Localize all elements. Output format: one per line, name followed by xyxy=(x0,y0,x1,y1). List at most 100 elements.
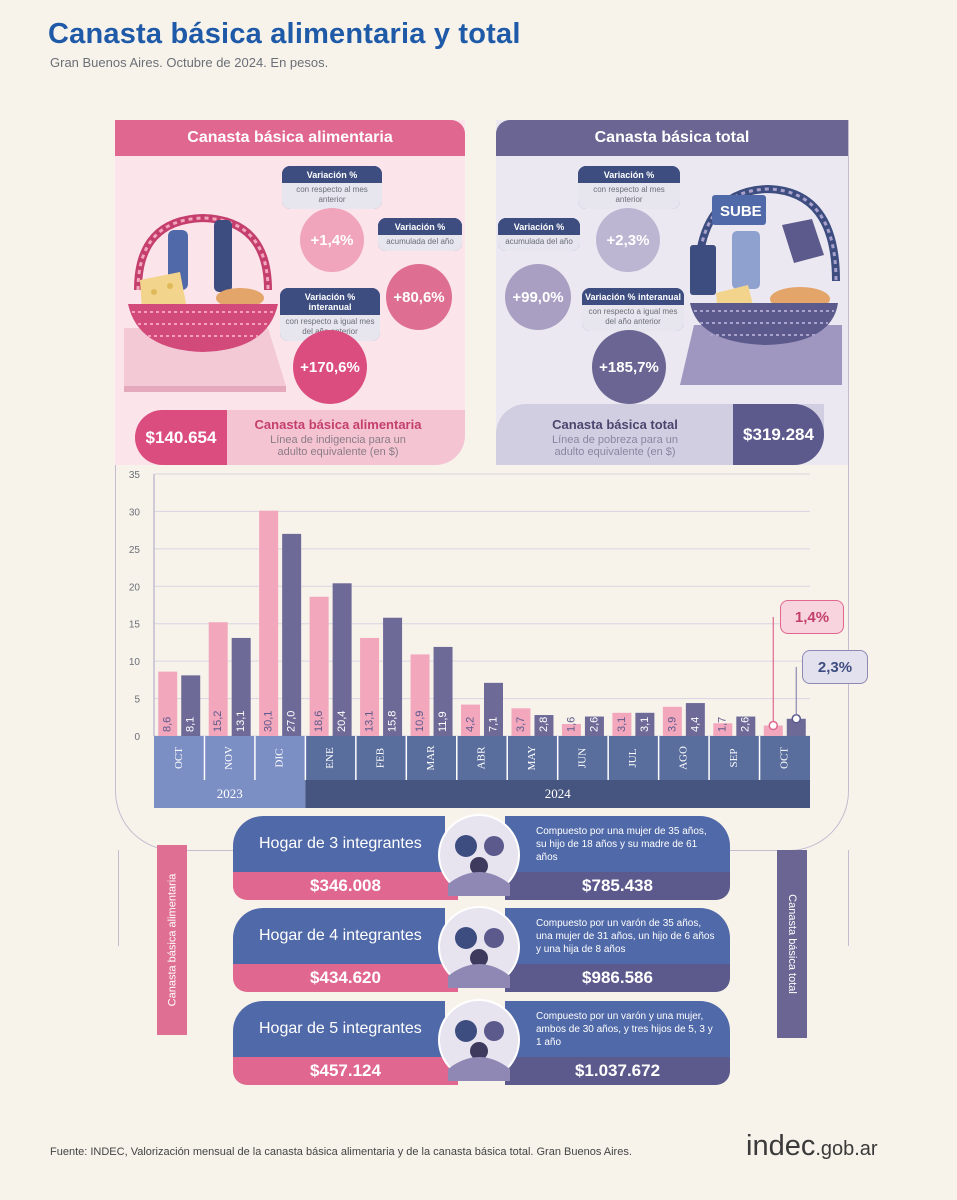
cbt-yoy-bubble: +185,7% xyxy=(592,330,666,404)
y-tick-label: 0 xyxy=(134,732,140,743)
y-tick-label: 35 xyxy=(129,470,141,481)
bar-cba xyxy=(511,708,531,736)
bar-cba xyxy=(158,671,178,736)
household-description: Compuesto por un varón y una mujer, ambo… xyxy=(536,1011,713,1048)
indec-logo[interactable]: indec.gob.ar xyxy=(746,1130,878,1162)
cba-price-title: Canasta básica alimentaria xyxy=(254,417,422,432)
bar-cbt xyxy=(231,637,251,736)
bar-value-label: 3,9 xyxy=(666,717,678,732)
cbt-yoy-tag: Variación % interanual con respecto a igu… xyxy=(582,288,684,331)
year-band-2024 xyxy=(305,780,810,808)
x-tick-label: JUN xyxy=(576,748,588,768)
cbt-monthly-tag: Variación % con respecto al mes anterior xyxy=(578,166,680,209)
cba-header: Canasta básica alimentaria xyxy=(115,120,465,156)
cbt-header: Canasta básica total xyxy=(496,120,848,156)
year-label: 2023 xyxy=(217,786,243,801)
x-tick-label: MAR xyxy=(425,745,437,771)
cba-price: $140.654 xyxy=(135,410,227,465)
y-tick-label: 15 xyxy=(129,620,141,631)
source-note: Fuente: INDEC, Valorización mensual de l… xyxy=(50,1146,632,1158)
cba-price-desc: Línea de indigencia para un adulto equiv… xyxy=(270,434,406,458)
cbt-callout: 2,3% xyxy=(802,650,868,684)
bar-value-label: 3,1 xyxy=(616,717,628,732)
household-cbt-value: $986.586 xyxy=(505,964,730,992)
bar-value-label: 1,6 xyxy=(565,717,577,732)
household-description: Compuesto por un varón de 35 años, una m… xyxy=(536,918,715,955)
bar-value-label: 3,7 xyxy=(515,717,527,732)
x-tick-label: FEB xyxy=(375,748,387,768)
sube-card-label: SUBE xyxy=(720,203,762,220)
household-title: Hogar de 3 integrantes xyxy=(259,835,422,852)
right-side-bracket xyxy=(808,850,849,946)
family-avatar-icon xyxy=(438,999,520,1081)
cba-monthly-bubble: +1,4% xyxy=(300,208,364,272)
bar-value-label: 8,6 xyxy=(162,717,174,732)
cba-accum-bubble: +80,6% xyxy=(386,264,452,330)
y-tick-label: 20 xyxy=(129,582,141,593)
x-tick-label: ENE xyxy=(324,747,336,769)
x-tick-label: MAY xyxy=(526,746,538,771)
bar-value-label: 13,1 xyxy=(363,711,375,732)
bar-cbt xyxy=(484,682,503,736)
x-tick-label: SEP xyxy=(728,749,740,768)
cba-yoy-bubble: +170,6% xyxy=(293,330,367,404)
cbt-accum-tag: Variación % acumulada del año xyxy=(498,218,580,251)
page-title: Canasta básica alimentaria y total xyxy=(48,18,521,50)
household-cba-value: $346.008 xyxy=(233,872,458,900)
bar-value-label: 2,6 xyxy=(740,717,752,732)
household-description: Compuesto por una mujer de 35 años, su h… xyxy=(536,826,707,863)
household-title-band: Hogar de 4 integrantes xyxy=(233,908,445,964)
bar-value-label: 4,4 xyxy=(689,717,701,732)
right-side-tab: Canasta básica total xyxy=(777,850,807,1038)
bar-cba xyxy=(662,706,682,736)
household-cba-value: $457.124 xyxy=(233,1057,458,1085)
bar-value-label: 15,2 xyxy=(212,711,224,732)
bar-cba xyxy=(208,622,228,736)
left-side-bracket xyxy=(118,850,159,946)
household-title-band: Hogar de 5 integrantes xyxy=(233,1001,445,1057)
bar-value-label: 18,6 xyxy=(313,711,325,732)
bar-cbt xyxy=(181,675,201,736)
y-tick-label: 5 xyxy=(134,695,140,706)
bar-value-label: 2,6 xyxy=(588,717,600,732)
bar-cbt xyxy=(332,583,352,736)
variation-bar-chart: 0 5 10 15 20 25 30 35 8,6 8,1 15,2 13,1 30,1 27,0 18,… xyxy=(129,470,810,808)
household-desc-band xyxy=(505,1001,730,1057)
household-cbt-value: $1.037.672 xyxy=(505,1057,730,1085)
year-band-2023 xyxy=(154,736,306,808)
y-tick-label: 10 xyxy=(129,657,141,668)
bar-value-label: 15,8 xyxy=(386,711,398,732)
bar-value-label: 8,1 xyxy=(185,717,197,732)
x-tick-label: JUL xyxy=(627,748,639,767)
bar-value-label: 30,1 xyxy=(263,711,275,732)
household-desc-band xyxy=(505,816,730,872)
bar-cbt xyxy=(786,718,806,736)
bar-value-label: 7,1 xyxy=(487,717,499,732)
family-avatar-icon xyxy=(438,814,520,896)
bar-cbt xyxy=(584,716,604,736)
cbt-accum-bubble: +99,0% xyxy=(505,264,571,330)
cbt-price: $319.284 xyxy=(733,404,824,465)
bar-value-label: 3,1 xyxy=(639,717,651,732)
bar-cbt xyxy=(736,716,756,736)
bar-cba xyxy=(360,637,380,736)
bar-cbt xyxy=(383,617,403,736)
food-basket-illustration xyxy=(124,213,286,392)
shopping-basket-illustration: SUBE xyxy=(680,185,842,385)
bar-value-label: 1,7 xyxy=(717,717,729,732)
bar-cbt xyxy=(534,715,554,736)
x-tick-label: DIC xyxy=(274,749,286,768)
bar-cba xyxy=(612,712,632,736)
cbt-price-title: Canasta básica total xyxy=(552,417,678,432)
cbt-price-desc: Línea de pobreza para un adulto equivale… xyxy=(552,434,678,458)
x-tick-label: NOV xyxy=(223,746,235,770)
bar-value-label: 27,0 xyxy=(286,711,298,732)
last-point-marker xyxy=(768,720,779,731)
x-tick-label: ABR xyxy=(476,746,488,769)
cbt-monthly-bubble: +2,3% xyxy=(596,208,660,272)
x-tick-label: OCT xyxy=(173,747,185,769)
bar-cba xyxy=(763,725,783,736)
bar-value-label: 10,9 xyxy=(414,711,426,732)
cba-monthly-tag: Variación % con respecto al mes anterior xyxy=(282,166,382,209)
cba-accum-tag: Variación % acumulada del año xyxy=(378,218,462,251)
